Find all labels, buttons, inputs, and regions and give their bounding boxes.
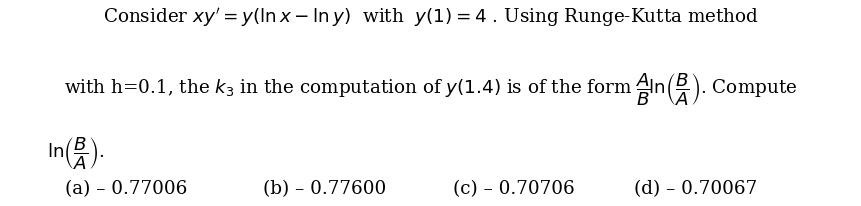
Text: (a) – 0.77006: (a) – 0.77006 xyxy=(65,180,187,198)
Text: (b) – 0.77600: (b) – 0.77600 xyxy=(263,180,386,198)
Text: (c) – 0.70706: (c) – 0.70706 xyxy=(452,180,573,198)
Text: Consider $xy' = y(\ln x - \ln y)$  with  $y(1) = 4$ . Using Runge-Kutta method: Consider $xy' = y(\ln x - \ln y)$ with $… xyxy=(102,6,759,29)
Text: with h=0.1, the $k_3$ in the computation of $y(1.4)$ is of the form $\dfrac{A}{B: with h=0.1, the $k_3$ in the computation… xyxy=(65,71,796,107)
Text: (d) – 0.70067: (d) – 0.70067 xyxy=(633,180,756,198)
Text: $\ln\!\left(\dfrac{B}{A}\right)$.: $\ln\!\left(\dfrac{B}{A}\right)$. xyxy=(47,135,105,171)
